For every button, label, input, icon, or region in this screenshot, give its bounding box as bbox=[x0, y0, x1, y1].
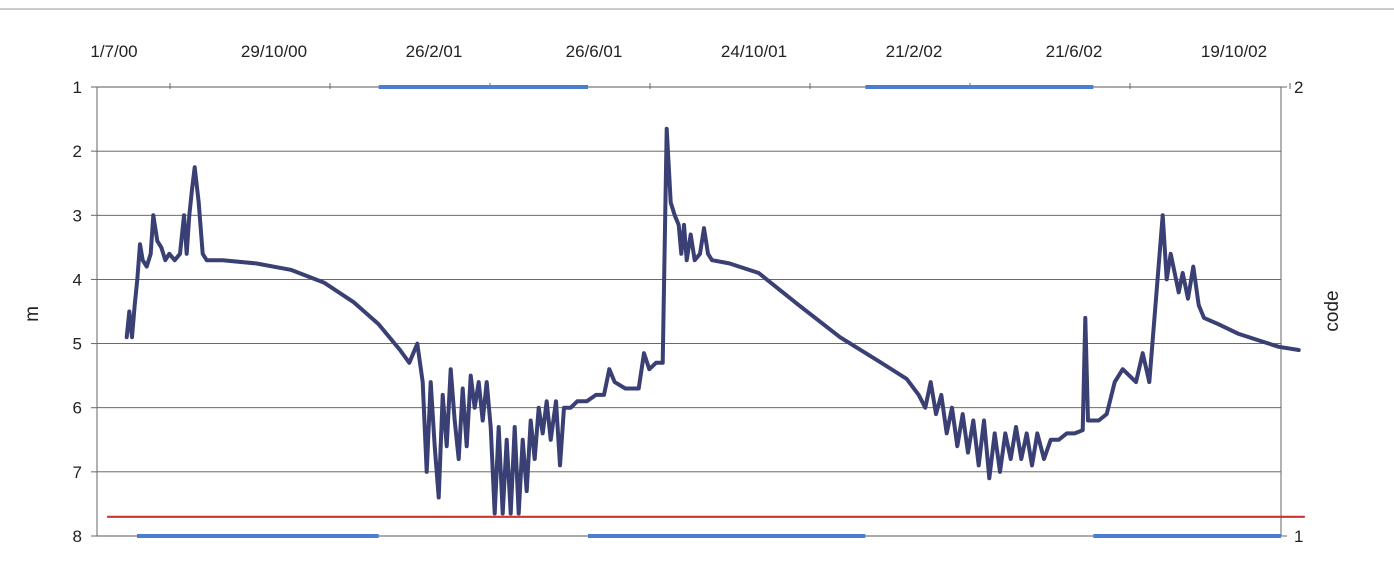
y-tick-label: 2 bbox=[73, 142, 82, 161]
x-tick-label: 21/6/02 bbox=[1046, 42, 1103, 61]
y-tick-label: 4 bbox=[73, 270, 82, 289]
x-tick-label: 1/7/00 bbox=[90, 42, 137, 61]
y-axis-title: m bbox=[22, 306, 43, 322]
y-tick-label: 1 bbox=[73, 78, 82, 97]
y-tick-label: 6 bbox=[73, 399, 82, 418]
y-tick-label: 7 bbox=[73, 463, 82, 482]
x-tick-label: 26/2/01 bbox=[406, 42, 463, 61]
x-tick-label: 29/10/00 bbox=[241, 42, 307, 61]
x-tick-label: 19/10/02 bbox=[1201, 42, 1267, 61]
y-tick-label: 5 bbox=[73, 335, 82, 354]
y2-tick-label: 1 bbox=[1294, 527, 1303, 546]
water-level-line bbox=[124, 126, 1301, 516]
x-tick-label: 21/2/02 bbox=[886, 42, 943, 61]
x-tick-label: 26/6/01 bbox=[566, 42, 623, 61]
y-tick-label: 8 bbox=[73, 527, 82, 546]
y-tick-label: 3 bbox=[73, 206, 82, 225]
y2-axis-title: code bbox=[1322, 290, 1343, 331]
x-tick-label: 24/10/01 bbox=[721, 42, 787, 61]
y2-tick-label: 2 bbox=[1294, 78, 1303, 97]
